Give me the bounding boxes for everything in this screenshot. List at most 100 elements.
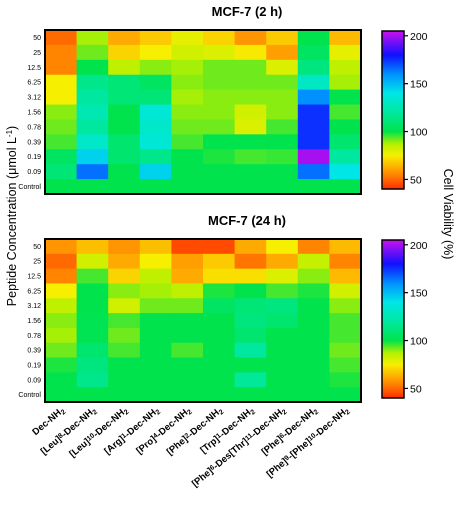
- heatmap-cell: [329, 59, 362, 76]
- heatmap-cell: [266, 179, 299, 195]
- heatmap-cell: [45, 239, 78, 255]
- heatmap-cell: [76, 327, 109, 344]
- heatmap-cell: [139, 149, 172, 165]
- heatmap-cell: [108, 104, 141, 121]
- colorbar-gradient-bottom: [381, 239, 405, 399]
- colorbar-tick-label: 150: [410, 288, 428, 300]
- heatmap-cell: [76, 239, 109, 255]
- heatmap-cell: [234, 149, 267, 165]
- heatmap-cell: [329, 313, 362, 329]
- heatmap-cell: [171, 327, 204, 344]
- heatmap-cell: [139, 372, 172, 388]
- heatmap-cell: [266, 372, 299, 388]
- row-label: 0.19: [27, 362, 41, 369]
- heatmap-cell: [329, 104, 362, 121]
- heatmap-cell: [329, 119, 362, 135]
- heatmap-cell: [329, 268, 362, 285]
- heatmap-cell: [297, 387, 330, 403]
- row-label: 3.12: [27, 303, 41, 310]
- heatmap-cell: [108, 44, 141, 61]
- heatmap-cell: [266, 239, 299, 255]
- heatmap-cell: [266, 119, 299, 135]
- row-label: 0.09: [27, 169, 41, 176]
- heatmap-cell: [234, 357, 267, 373]
- heatmap-cell: [234, 387, 267, 403]
- heatmap-cell: [297, 104, 330, 121]
- row-labels-2h: 50 25 12.5 6.25 3.12 1.56 0.78 0.39 0.19 0.09 Cont…: [18, 35, 41, 191]
- heatmap-cell: [108, 313, 141, 329]
- heatmap-cell: [45, 30, 78, 46]
- heatmap-cell: [171, 119, 204, 135]
- heatmap-cell: [171, 372, 204, 388]
- heatmap-cell: [139, 164, 172, 180]
- heatmap-cell: [266, 298, 299, 314]
- heatmap-cell: [203, 239, 236, 255]
- heatmap-cell: [234, 283, 267, 299]
- x-tick-labels: Dec-NH2[Leu]8-Dec-NH2[Leu]10-Dec-NH2[Arg…: [30, 405, 351, 489]
- row-label: 0.39: [27, 348, 41, 355]
- heatmap-cell: [171, 134, 204, 150]
- heatmap-cell: [329, 387, 362, 403]
- heatmap-cell: [45, 74, 78, 91]
- heatmap-cell: [139, 313, 172, 329]
- heatmap-cell: [329, 357, 362, 373]
- heatmap-cell: [266, 89, 299, 106]
- heatmap-cell: [203, 134, 236, 150]
- heatmap-cell: [76, 104, 109, 121]
- heatmap-cell: [203, 59, 236, 76]
- row-label: 1.56: [27, 318, 41, 325]
- heatmap-cell: [108, 342, 141, 359]
- heatmap-cell: [329, 283, 362, 299]
- heatmap-cell: [329, 342, 362, 359]
- heatmap-cell: [76, 119, 109, 135]
- heatmap-cell: [266, 149, 299, 165]
- heatmap-cell: [203, 253, 236, 270]
- colorbar-tick-label: 100: [410, 336, 428, 348]
- heatmap-cell: [266, 134, 299, 150]
- row-label: 12.5: [27, 65, 41, 72]
- heatmap-cell: [76, 74, 109, 91]
- heatmap-cell: [139, 179, 172, 195]
- heatmap-cell: [171, 74, 204, 91]
- heatmap-cell: [266, 387, 299, 403]
- heatmap-cell: [203, 30, 236, 46]
- heatmap-cell: [234, 119, 267, 135]
- heatmap-cell: [45, 342, 78, 359]
- heatmap-cell: [108, 298, 141, 314]
- heatmap-cell: [234, 268, 267, 285]
- heatmap-cell: [203, 179, 236, 195]
- colorbar-tick-label: 200: [410, 240, 428, 252]
- heatmap-cell: [171, 30, 204, 46]
- heatmap-cell: [45, 149, 78, 165]
- heatmap-cell: [108, 179, 141, 195]
- row-label: 50: [33, 244, 41, 251]
- heatmap-cell: [297, 89, 330, 106]
- heatmap-cell: [45, 179, 78, 195]
- heatmap-cell: [139, 342, 172, 359]
- row-label: 6.25: [27, 80, 41, 87]
- heatmap-cell: [203, 89, 236, 106]
- heatmap-panel-24h: MCF-7 (24 h) 50 25 12.5 6.25 3.12 1.56 0.78 0.3…: [18, 213, 362, 403]
- heatmap-cell: [139, 327, 172, 344]
- heatmap-cells-24h: [45, 239, 362, 403]
- heatmap-cell: [329, 253, 362, 270]
- heatmap-cell: [45, 313, 78, 329]
- heatmap-cell: [45, 253, 78, 270]
- heatmap-cell: [108, 30, 141, 46]
- heatmap-cell: [76, 357, 109, 373]
- heatmap-cell: [76, 149, 109, 165]
- heatmap-cell: [297, 74, 330, 91]
- heatmap-cell: [266, 164, 299, 180]
- heatmap-cell: [329, 239, 362, 255]
- heatmap-cell: [203, 372, 236, 388]
- heatmap-cell: [108, 327, 141, 344]
- heatmap-cell: [139, 30, 172, 46]
- heatmap-cell: [45, 59, 78, 76]
- heatmap-cell: [297, 30, 330, 46]
- x-tick-label: [Arg]1-Dec-NH2: [102, 405, 162, 458]
- heatmap-cell: [45, 89, 78, 106]
- heatmap-cell: [108, 283, 141, 299]
- heatmap-cell: [108, 268, 141, 285]
- heatmap-cell: [266, 313, 299, 329]
